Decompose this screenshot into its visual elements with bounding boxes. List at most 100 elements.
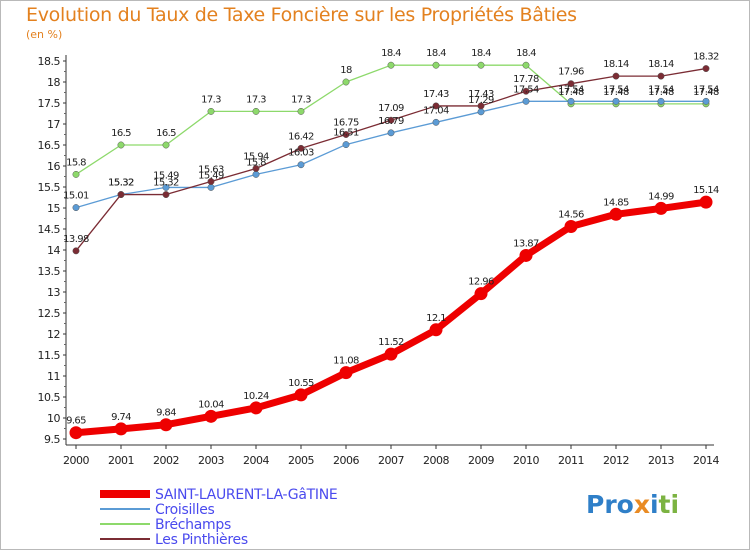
data-label: 14.56	[558, 209, 584, 220]
data-point	[432, 61, 440, 69]
series-lines	[69, 61, 713, 440]
y-tick-label: 13.5	[38, 265, 61, 278]
data-point	[252, 107, 260, 115]
data-labels: 9.65 9.74 9.84 10.04 10.24 10.55 11.08 11.52 12.…	[63, 48, 719, 427]
data-label: 17.48	[558, 87, 584, 98]
data-point	[297, 144, 305, 152]
data-label: 17.3	[291, 94, 311, 105]
y-tick-label: 17.5	[38, 97, 61, 110]
data-point	[657, 97, 665, 105]
y-tick-label: 18	[47, 76, 60, 89]
data-label: 17.48	[693, 87, 719, 98]
data-point	[339, 366, 353, 380]
data-point	[162, 141, 170, 149]
data-label: 12.1	[426, 313, 446, 324]
data-label: 16.03	[288, 148, 314, 159]
data-point	[612, 72, 620, 80]
x-tick-label: 2004	[243, 454, 269, 467]
y-tick-label: 14.5	[38, 223, 61, 236]
data-point	[477, 108, 485, 116]
data-point	[252, 165, 260, 172]
data-point	[72, 247, 80, 255]
data-point	[207, 178, 215, 185]
x-tick-label: 2014	[693, 454, 719, 467]
y-tick-label: 17	[47, 118, 60, 131]
data-label: 17.43	[468, 89, 494, 100]
x-tick-label: 2008	[423, 454, 449, 467]
data-label: 17.54	[603, 84, 629, 95]
x-tick-label: 2013	[648, 454, 674, 467]
data-point	[657, 72, 665, 80]
data-label: 14.99	[648, 191, 674, 202]
data-label: 9.84	[156, 408, 176, 419]
data-label: 10.24	[243, 391, 269, 402]
y-tick-label: 13	[47, 286, 60, 299]
legend: SAINT-LAURENT-LA-GâTINECroisillesBrécham…	[100, 487, 338, 548]
data-label: 17.43	[423, 89, 449, 100]
data-label: 17.04	[423, 105, 449, 116]
data-point	[699, 195, 713, 209]
data-label: 11.08	[333, 356, 359, 367]
data-point	[609, 207, 623, 221]
legend-label: SAINT-LAURENT-LA-GâTINE	[155, 487, 337, 503]
data-label: 16.42	[288, 131, 314, 142]
data-label: 18.4	[516, 48, 536, 59]
chart-title: Evolution du Taux de Taxe Foncière sur l…	[26, 4, 577, 26]
data-point	[297, 107, 305, 115]
data-point	[567, 80, 575, 88]
data-label: 17.3	[201, 94, 221, 105]
data-label: 15.32	[153, 178, 179, 189]
data-label: 18.32	[693, 52, 719, 63]
data-label: 13.98	[63, 234, 89, 245]
y-tick-label: 14	[47, 244, 60, 257]
data-point	[204, 409, 218, 423]
data-label: 17.48	[648, 87, 674, 98]
data-point	[519, 248, 533, 262]
data-label: 17.54	[693, 84, 719, 95]
data-label: 18	[340, 65, 352, 76]
data-label: 15.8	[66, 157, 86, 168]
data-label: 13.87	[513, 238, 539, 249]
data-label: 16.79	[378, 116, 404, 127]
data-label: 17.54	[558, 84, 584, 95]
x-tick-label: 2000	[63, 454, 89, 467]
data-label: 17.78	[513, 74, 539, 85]
data-point	[384, 347, 398, 361]
data-label: 17.54	[513, 84, 539, 95]
data-point	[564, 219, 578, 233]
data-point	[429, 323, 443, 337]
data-point	[72, 204, 80, 212]
data-label: 16.5	[156, 128, 176, 139]
data-point	[612, 97, 620, 105]
data-label: 9.65	[66, 416, 86, 427]
data-point	[702, 65, 710, 73]
data-point	[387, 129, 395, 137]
proxiti-logo: Proxiti	[586, 490, 680, 519]
data-point	[117, 191, 125, 199]
data-point	[207, 107, 215, 115]
data-label: 16.5	[111, 128, 131, 139]
x-tick-label: 2006	[333, 454, 359, 467]
y-tick-label: 11	[47, 370, 60, 383]
data-point	[654, 201, 668, 215]
data-point	[387, 61, 395, 69]
data-point	[342, 78, 350, 86]
data-label: 15.32	[108, 178, 134, 189]
data-point	[342, 131, 350, 138]
y-tick-label: 15	[47, 202, 60, 215]
data-point	[207, 183, 215, 191]
data-label: 15.49	[198, 170, 224, 181]
data-label: 18.14	[603, 59, 629, 70]
data-label: 17.54	[648, 84, 674, 95]
x-tick-label: 2002	[153, 454, 179, 467]
data-point	[522, 97, 530, 105]
data-label: 15.14	[693, 185, 719, 196]
data-label: 11.52	[378, 337, 404, 348]
data-label: 15.32	[108, 178, 134, 189]
data-point	[69, 426, 83, 440]
x-tick-label: 2012	[603, 454, 629, 467]
data-label: 18.4	[381, 48, 401, 59]
legend-label: Croisilles	[155, 502, 215, 518]
y-tick-label: 16.5	[38, 139, 61, 152]
